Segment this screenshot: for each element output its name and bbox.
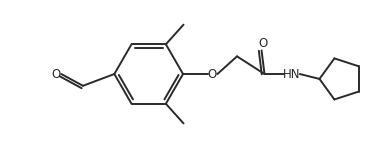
Text: O: O: [258, 37, 267, 50]
Text: O: O: [208, 68, 217, 81]
Text: HN: HN: [283, 68, 301, 81]
Text: O: O: [52, 68, 61, 81]
